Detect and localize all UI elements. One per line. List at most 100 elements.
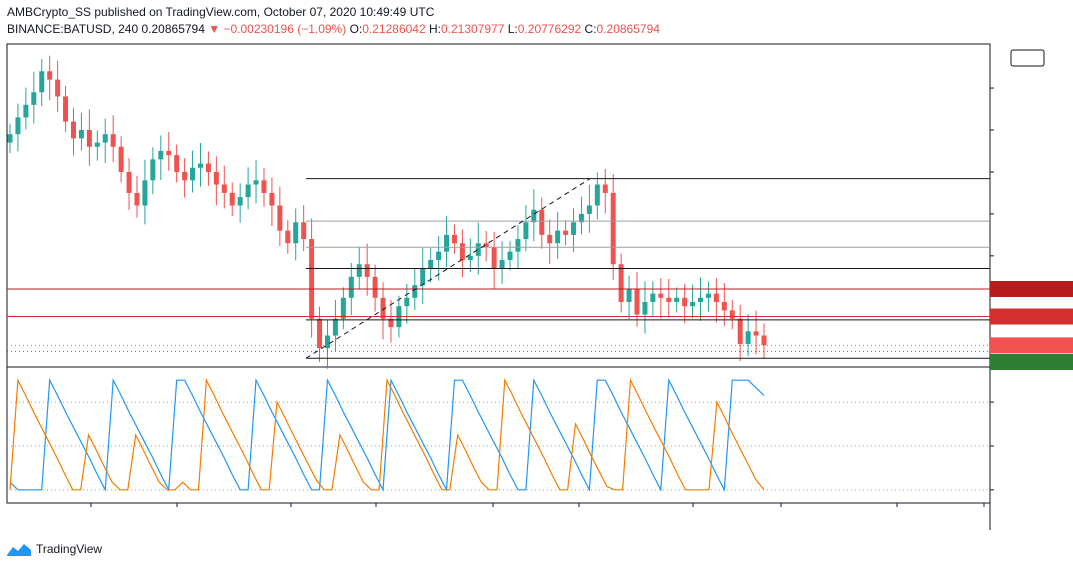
- candle-body: [602, 184, 608, 193]
- candle-body: [197, 163, 203, 168]
- candle-body: [729, 310, 735, 319]
- candle-body: [261, 180, 267, 193]
- candle-body: [166, 150, 172, 156]
- aroon-up-line: [9, 378, 765, 492]
- low-value: 0.20776292: [517, 22, 582, 36]
- candle-body: [237, 197, 243, 206]
- price-tag: [990, 280, 1073, 297]
- candle-body: [475, 243, 481, 256]
- candle-body: [31, 92, 37, 105]
- candle-body: [332, 318, 338, 336]
- candle-body: [690, 301, 696, 307]
- candle-body: [705, 293, 711, 298]
- candle-body: [761, 335, 767, 346]
- fib-trend-line: [305, 178, 591, 359]
- candle-body: [269, 192, 275, 206]
- candle-body: [634, 289, 640, 315]
- candle-body: [594, 184, 600, 206]
- tradingview-logo[interactable]: TradingView: [6, 541, 102, 557]
- candle-body: [515, 239, 521, 252]
- candle-body: [293, 222, 299, 244]
- candle-body: [523, 222, 529, 240]
- candle-body: [356, 264, 362, 277]
- price-change: ▼ −0.00230196 (−1.09%): [208, 22, 347, 36]
- candle-body: [753, 331, 759, 336]
- candle-body: [245, 184, 251, 198]
- candle-body: [444, 234, 450, 252]
- high-value: 0.21307977: [441, 22, 505, 36]
- candle-body: [126, 171, 132, 193]
- candle-body: [420, 268, 426, 286]
- candle-body: [324, 335, 330, 349]
- candle-body: [380, 297, 386, 319]
- candle-body: [483, 243, 489, 248]
- candle-body: [205, 163, 211, 172]
- candle-body: [531, 209, 537, 223]
- candle-body: [451, 234, 457, 244]
- aroon-down-line: [9, 378, 765, 491]
- candle-body: [348, 276, 354, 298]
- aroon-pane-frame: [6, 366, 991, 504]
- published-line: AMBCrypto_SS published on TradingView.co…: [7, 5, 435, 19]
- candle-body: [491, 247, 497, 269]
- symbol-ohlc-line: BINANCE:BATUSD, 240 0.20865794 ▼ −0.0023…: [7, 22, 660, 36]
- candle-body: [563, 230, 569, 235]
- currency-box: [1010, 49, 1045, 67]
- candle-body: [301, 222, 307, 240]
- candle-body: [467, 255, 473, 261]
- candle-body: [182, 171, 188, 181]
- candle-body: [428, 260, 434, 269]
- candle-body: [642, 301, 648, 315]
- candle-body: [94, 142, 100, 147]
- tradingview-brand: TradingView: [36, 542, 103, 556]
- candle-body: [221, 184, 227, 193]
- candle-body: [86, 129, 92, 147]
- candle-body: [150, 159, 156, 181]
- candle-body: [63, 96, 69, 122]
- candle-body: [229, 192, 235, 206]
- candle-body: [78, 129, 84, 139]
- candle-body: [618, 264, 624, 302]
- candle-body: [317, 318, 323, 349]
- candle-body: [23, 104, 29, 118]
- candle-body: [721, 301, 727, 311]
- candle-body: [745, 331, 751, 344]
- candle-body: [340, 297, 346, 319]
- candle-body: [70, 121, 76, 139]
- candle-body: [698, 297, 704, 302]
- symbol-label: BINANCE:BATUSD, 240: [7, 22, 139, 36]
- candle-body: [658, 293, 664, 298]
- candle-body: [713, 293, 719, 302]
- candle-body: [459, 243, 465, 261]
- price-tag: [990, 337, 1073, 354]
- candle-body: [666, 297, 672, 302]
- candle-body: [253, 180, 259, 185]
- candle-body: [158, 150, 164, 160]
- candle-body: [626, 289, 632, 302]
- candle-body: [578, 213, 584, 223]
- candle-body: [682, 297, 688, 307]
- candle-body: [190, 167, 196, 181]
- candle-body: [102, 134, 108, 143]
- close-label: C:: [584, 22, 597, 36]
- open-value: 0.21286042: [362, 22, 426, 36]
- price-pane-frame: [6, 43, 991, 368]
- candle-body: [7, 134, 13, 143]
- candle-body: [39, 71, 45, 93]
- candle-body: [404, 297, 410, 307]
- candle-body: [539, 209, 545, 235]
- candle-body: [213, 171, 219, 185]
- candle-body: [610, 192, 616, 265]
- candle-body: [507, 251, 513, 261]
- candle-body: [499, 260, 505, 269]
- candle-body: [388, 318, 394, 328]
- candle-body: [737, 318, 743, 344]
- candle-body: [55, 79, 61, 97]
- candle-body: [174, 155, 180, 172]
- candle-body: [364, 264, 370, 277]
- candle-body: [372, 276, 378, 298]
- price-tag: [990, 354, 1073, 370]
- candle-body: [586, 205, 592, 214]
- candle-body: [277, 205, 283, 231]
